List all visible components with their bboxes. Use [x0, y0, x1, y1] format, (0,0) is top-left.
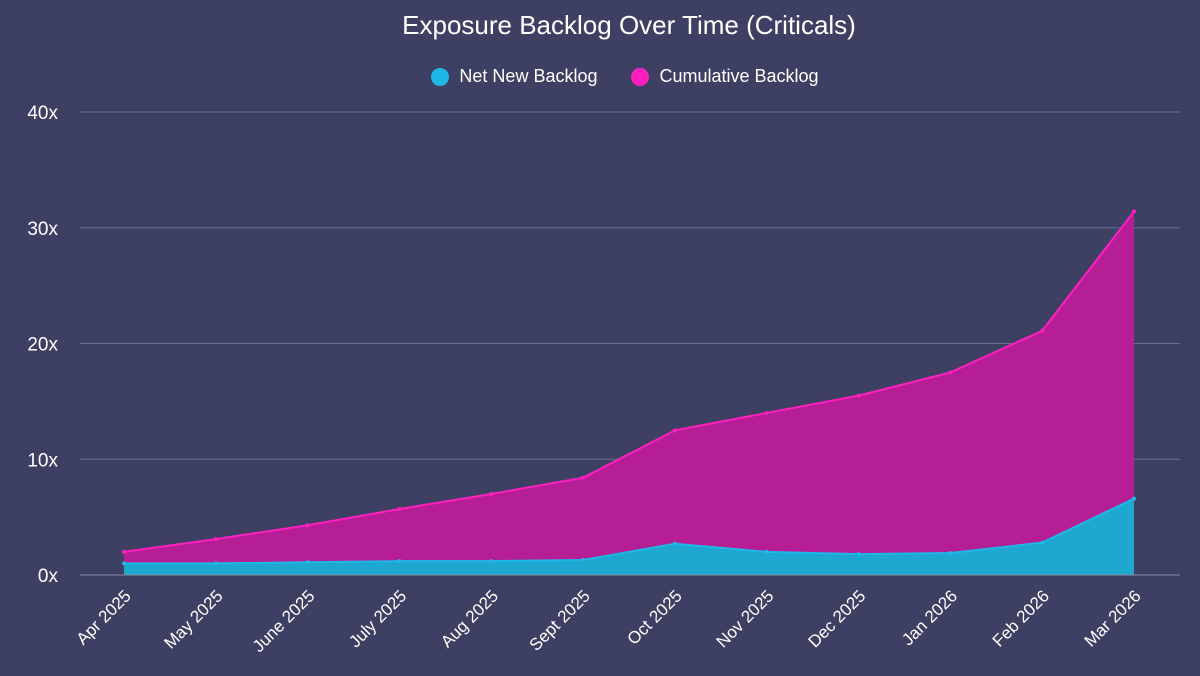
legend-label-net-new: Net New Backlog [459, 66, 598, 86]
point-cumulative [1132, 209, 1136, 214]
line-cumulative [123, 210, 1135, 553]
point-net-new [1040, 540, 1045, 545]
point-cumulative [581, 475, 586, 480]
x-tick-label: Dec 2025 [804, 586, 869, 651]
legend-label-cumulative: Cumulative Backlog [659, 66, 819, 86]
point-cumulative [397, 507, 402, 512]
point-cumulative [856, 393, 861, 398]
chart-title: Exposure Backlog Over Time (Criticals) [402, 10, 856, 40]
x-tick-label: Sept 2025 [526, 586, 594, 654]
chart-legend: Net New Backlog Cumulative Backlog [0, 66, 1200, 87]
legend-item-cumulative[interactable]: Cumulative Backlog [631, 66, 819, 87]
x-tick-label: Aug 2025 [437, 586, 502, 651]
point-net-new [764, 549, 769, 554]
legend-item-net-new[interactable]: Net New Backlog [431, 66, 597, 87]
point-cumulative [1040, 328, 1045, 333]
line-net-new [124, 497, 1135, 565]
point-net-new [122, 561, 126, 566]
area-net-new [124, 498, 1134, 575]
point-cumulative [122, 549, 126, 554]
point-net-new [397, 559, 402, 564]
point-cumulative [764, 410, 769, 415]
x-tick-label: May 2025 [160, 586, 226, 652]
y-tick-label: 30x [27, 219, 58, 240]
x-tick-label: Jan 2026 [898, 586, 961, 649]
point-net-new [948, 551, 953, 556]
x-tick-label: Oct 2025 [624, 586, 686, 648]
point-net-new [1132, 496, 1136, 501]
point-cumulative [672, 428, 677, 433]
x-tick-label: June 2025 [249, 586, 319, 656]
legend-marker-net-new [431, 67, 450, 86]
y-tick-label: 0x [38, 566, 59, 587]
point-net-new [581, 557, 586, 562]
legend-marker-cumulative [631, 67, 650, 86]
x-tick-label: Mar 2026 [1081, 586, 1145, 650]
point-net-new [213, 561, 218, 566]
y-tick-label: 20x [27, 335, 58, 356]
point-net-new [856, 552, 861, 557]
point-cumulative [948, 370, 953, 375]
point-net-new [489, 559, 494, 564]
y-tick-label: 40x [27, 103, 58, 124]
point-cumulative [489, 491, 494, 496]
point-cumulative [213, 537, 218, 542]
point-net-new [305, 560, 310, 565]
x-tick-label: Feb 2026 [989, 586, 1053, 650]
y-tick-label: 10x [27, 450, 58, 471]
area-cumulative [124, 211, 1134, 576]
point-cumulative [305, 523, 310, 528]
x-tick-label: Nov 2025 [713, 586, 778, 651]
point-net-new [672, 541, 677, 546]
x-tick-label: Apr 2025 [73, 586, 135, 648]
x-tick-label: July 2025 [345, 586, 410, 651]
